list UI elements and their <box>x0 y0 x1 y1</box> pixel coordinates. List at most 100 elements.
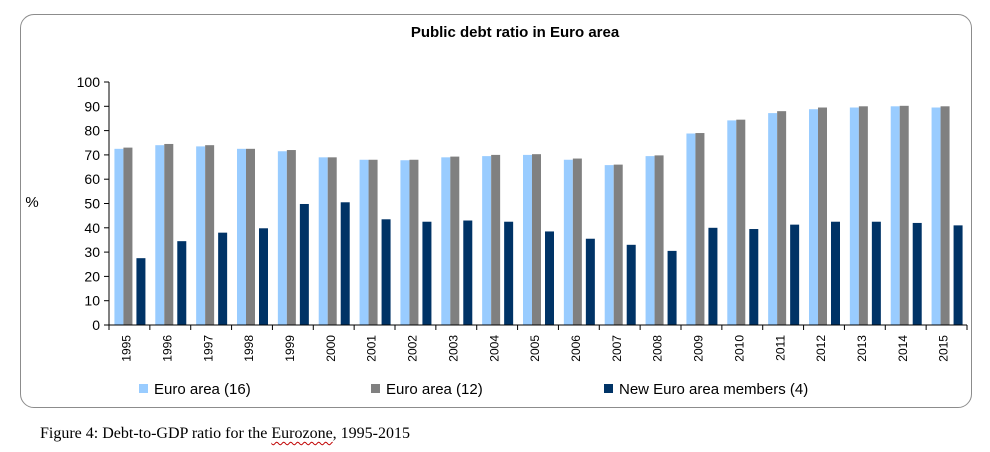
bar-euro-area-12-2012 <box>818 107 827 325</box>
bar-euro-area-16-2007 <box>604 165 614 325</box>
x-tick-label: 1995 <box>120 335 134 362</box>
caption-prefix: Figure 4: Debt-to-GDP ratio for the <box>40 425 272 442</box>
x-tick-label: 2007 <box>610 335 624 362</box>
x-tick-label: 2011 <box>773 335 787 361</box>
legend-label-2: Euro area (12) <box>386 381 483 398</box>
x-tick-label: 2005 <box>528 335 542 362</box>
bar-euro-area-12-2005 <box>532 154 541 325</box>
bar-chart: Public debt ratio in Euro area % 0 10 20 30… <box>25 24 968 398</box>
bar-euro-area-12-1995 <box>123 147 133 325</box>
bar-new-members-4-1995 <box>136 258 146 325</box>
bar-new-members-4-2006 <box>585 238 595 325</box>
x-tick-label: 2006 <box>569 335 583 362</box>
x-axis-ticks: 1995 1996 1997 1998 1999 2000 2001 2002 2003 2004… <box>108 325 968 362</box>
bar-euro-area-16-2008 <box>645 156 655 325</box>
bar-euro-area-16-2010 <box>727 120 737 325</box>
bar-new-members-4-2012 <box>831 221 840 325</box>
bar-new-members-4-2001 <box>381 219 391 325</box>
bar-euro-area-12-1997 <box>205 145 215 325</box>
x-tick-label: 1997 <box>201 335 215 362</box>
bar-euro-area-12-2002 <box>409 159 419 325</box>
y-tick-label: 30 <box>84 244 100 260</box>
legend-swatch-1 <box>139 384 148 393</box>
x-tick-label: 2015 <box>937 335 951 362</box>
bar-euro-area-16-2002 <box>400 160 410 325</box>
bar-euro-area-12-2001 <box>368 159 378 325</box>
bar-new-members-4-2010 <box>749 229 759 325</box>
bar-new-members-4-1998 <box>259 228 268 325</box>
legend-swatch-2 <box>371 384 380 393</box>
bar-euro-area-12-2014 <box>899 105 909 326</box>
bar-euro-area-12-2009 <box>695 133 705 325</box>
bar-euro-area-12-2013 <box>858 106 868 325</box>
caption-underlined-word: Eurozone <box>271 425 333 442</box>
bar-new-members-4-2015 <box>953 225 963 325</box>
legend: Euro area (16) Euro area (12) New Euro are… <box>139 381 808 398</box>
bar-euro-area-16-2005 <box>523 154 532 325</box>
bar-euro-area-12-2015 <box>940 106 950 325</box>
y-tick-label: 90 <box>84 98 100 114</box>
y-tick-label: 100 <box>77 74 101 90</box>
x-tick-label: 2002 <box>406 335 420 362</box>
bar-euro-area-16-1999 <box>277 151 287 325</box>
bar-new-members-4-2009 <box>708 227 718 325</box>
x-tick-label: 2004 <box>487 335 501 362</box>
bar-euro-area-12-2010 <box>736 119 746 325</box>
y-tick-label: 10 <box>84 293 100 309</box>
bar-new-members-4-1996 <box>177 241 187 325</box>
y-tick-label: 20 <box>84 268 100 284</box>
x-tick-label: 2000 <box>324 335 338 362</box>
y-tick-label: 70 <box>84 147 100 163</box>
legend-swatch-3 <box>604 384 613 393</box>
x-tick-label: 2008 <box>651 335 665 362</box>
y-axis-ticks: 0 10 20 30 40 50 60 70 80 90 100 <box>77 74 109 333</box>
bar-euro-area-12-2008 <box>654 155 664 325</box>
bar-new-members-4-2011 <box>790 224 800 325</box>
bar-new-members-4-2014 <box>912 222 922 325</box>
chart-title: Public debt ratio in Euro area <box>411 24 620 41</box>
bar-new-members-4-1999 <box>299 203 309 325</box>
bar-euro-area-16-2001 <box>359 159 369 325</box>
axes <box>108 82 967 326</box>
x-tick-label: 1999 <box>283 335 297 362</box>
bar-euro-area-12-1998 <box>246 148 255 325</box>
x-tick-label: 2014 <box>896 335 910 362</box>
bar-euro-area-16-2011 <box>768 113 778 325</box>
bar-euro-area-12-2003 <box>450 156 460 325</box>
x-tick-label: 2012 <box>814 335 828 362</box>
bar-new-members-4-2007 <box>626 244 636 325</box>
bar-euro-area-16-1996 <box>155 145 165 325</box>
bar-euro-area-12-1999 <box>286 150 296 325</box>
bar-euro-area-16-1997 <box>196 146 206 325</box>
bar-euro-area-12-2004 <box>491 154 501 325</box>
x-tick-label: 2009 <box>692 335 706 362</box>
bar-euro-area-12-2006 <box>572 158 582 325</box>
bars-group <box>114 105 963 326</box>
legend-label-1: Euro area (16) <box>154 381 251 398</box>
x-tick-label: 1998 <box>242 335 256 362</box>
bar-euro-area-16-2006 <box>563 159 573 325</box>
legend-label-3: New Euro area members (4) <box>619 381 808 398</box>
y-tick-label: 40 <box>84 220 100 236</box>
bar-new-members-4-2002 <box>422 221 432 325</box>
bar-new-members-4-1997 <box>218 232 228 325</box>
bar-new-members-4-2003 <box>463 220 473 325</box>
bar-euro-area-12-1996 <box>164 143 174 325</box>
y-axis-label: % <box>25 194 38 211</box>
chart-frame: Public debt ratio in Euro area % 0 10 20 30… <box>20 14 972 408</box>
bar-euro-area-16-2012 <box>809 109 818 325</box>
bar-new-members-4-2005 <box>545 231 554 325</box>
x-tick-label: 2010 <box>732 335 746 362</box>
y-tick-label: 80 <box>84 123 100 139</box>
bar-euro-area-12-2000 <box>327 157 337 325</box>
bar-euro-area-16-2004 <box>482 156 492 325</box>
y-tick-label: 50 <box>84 196 100 212</box>
bar-euro-area-12-2011 <box>777 111 787 325</box>
caption-suffix: , 1995-2015 <box>332 425 410 442</box>
bar-euro-area-16-2003 <box>441 157 451 325</box>
bar-new-members-4-2000 <box>340 202 350 325</box>
bar-euro-area-16-2009 <box>686 133 696 325</box>
bar-euro-area-16-2013 <box>849 107 859 325</box>
y-tick-label: 0 <box>92 317 100 333</box>
bar-euro-area-16-1995 <box>114 148 124 325</box>
